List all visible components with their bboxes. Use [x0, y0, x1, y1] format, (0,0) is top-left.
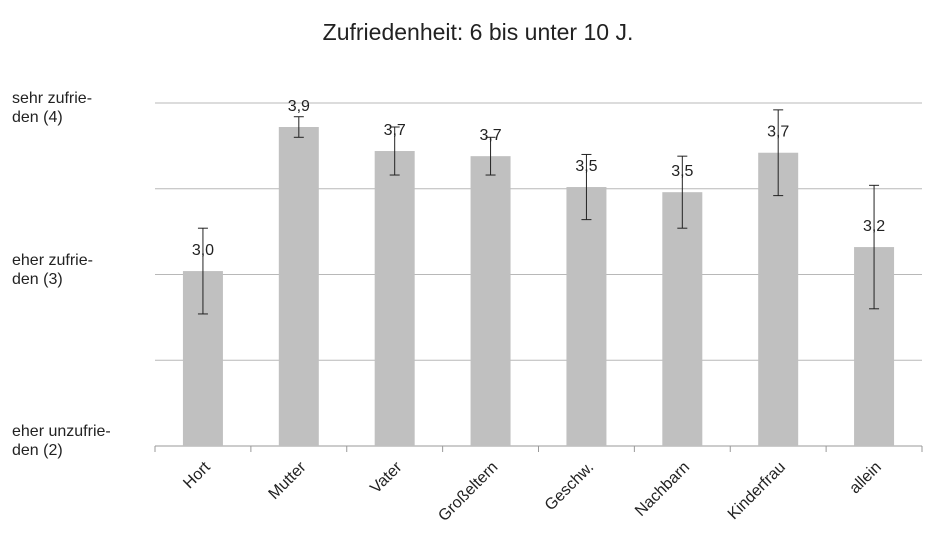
x-tick-label: Kinderfrau — [725, 459, 789, 523]
x-tick-label: Nachbarn — [632, 459, 693, 520]
bar — [470, 156, 511, 447]
x-tick-label: Vater — [367, 458, 406, 497]
x-tick-label: Großeltern — [435, 459, 501, 525]
value-label: 3,7 — [767, 124, 789, 141]
x-tick-label: Hort — [180, 458, 214, 492]
y-tick-label: eher zufrie- den (3) — [12, 251, 93, 288]
value-label: 3,5 — [575, 158, 597, 175]
bar — [662, 192, 703, 446]
bar — [566, 187, 607, 446]
bar — [278, 127, 319, 446]
y-tick-label: eher unzufrie- den (2) — [12, 423, 111, 459]
bar — [374, 151, 415, 446]
bar — [758, 152, 799, 447]
value-label: 3,2 — [863, 218, 885, 235]
value-label: 3,5 — [671, 163, 693, 180]
x-tick-label: Mutter — [266, 458, 311, 503]
chart-title: Zufriedenheit: 6 bis unter 10 J. — [323, 19, 634, 45]
value-label: 3,7 — [384, 122, 406, 139]
x-tick-label: allein — [846, 459, 884, 497]
value-label: 3,7 — [479, 127, 501, 144]
x-tick-label: Geschw. — [542, 459, 597, 514]
value-label: 3,0 — [192, 242, 214, 259]
value-label: 3,9 — [288, 98, 310, 115]
y-tick-label: sehr zufrie- den (4) — [12, 90, 93, 126]
